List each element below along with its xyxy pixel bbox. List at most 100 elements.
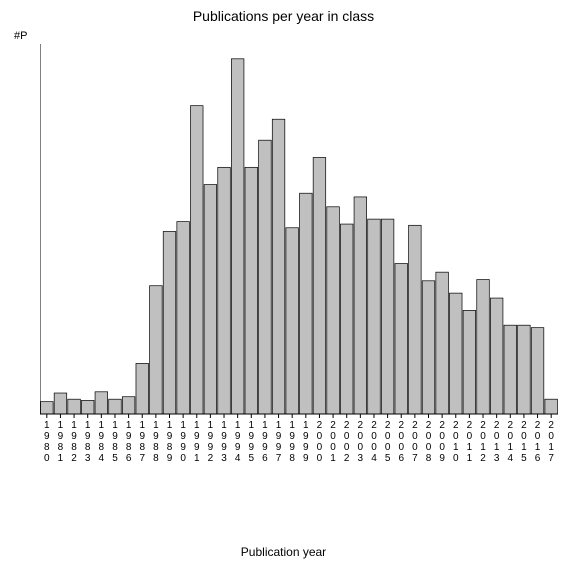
x-tick-label: 1 — [194, 420, 200, 431]
bar — [395, 264, 408, 414]
x-tick-label: 0 — [358, 431, 364, 442]
bar — [518, 325, 531, 414]
x-tick-label: 6 — [262, 453, 268, 464]
x-tick-label: 6 — [398, 453, 404, 464]
x-tick-label: 0 — [330, 431, 336, 442]
x-tick-label: 8 — [85, 442, 91, 453]
x-tick-label: 0 — [453, 431, 459, 442]
x-tick-label: 7 — [139, 453, 145, 464]
bar — [340, 224, 353, 414]
bar — [41, 402, 54, 414]
bar — [231, 59, 244, 414]
x-tick-label: 0 — [521, 431, 527, 442]
x-tick-label: 9 — [194, 431, 200, 442]
x-tick-label: 1 — [139, 420, 145, 431]
x-tick-label: 1 — [85, 420, 91, 431]
x-tick-label: 9 — [221, 442, 227, 453]
xticks-group: 1980198119821983198419851986198719881989… — [44, 414, 554, 464]
x-tick-label: 5 — [521, 453, 527, 464]
x-tick-label: 0 — [398, 442, 404, 453]
x-tick-label: 0 — [385, 431, 391, 442]
x-tick-label: 1 — [289, 420, 295, 431]
x-tick-label: 0 — [412, 431, 418, 442]
x-tick-label: 3 — [85, 453, 91, 464]
x-tick-label: 1 — [453, 442, 459, 453]
bar — [354, 197, 367, 414]
x-tick-label: 0 — [317, 431, 323, 442]
bar — [218, 167, 231, 414]
x-tick-label: 1 — [535, 442, 541, 453]
x-tick-label: 2 — [208, 453, 214, 464]
x-tick-label: 2 — [480, 420, 486, 431]
x-tick-label: 8 — [99, 442, 105, 453]
bar — [531, 328, 544, 414]
x-tick-label: 2 — [330, 420, 336, 431]
bar — [272, 119, 285, 414]
x-tick-label: 9 — [85, 431, 91, 442]
bar — [477, 280, 490, 414]
x-tick-label: 7 — [548, 453, 554, 464]
x-tick-label: 0 — [548, 431, 554, 442]
x-tick-label: 8 — [126, 442, 132, 453]
x-tick-label: 9 — [289, 442, 295, 453]
x-tick-label: 4 — [99, 453, 105, 464]
x-tick-label: 1 — [194, 453, 200, 464]
x-tick-label: 1 — [44, 420, 50, 431]
bar — [95, 392, 108, 414]
bar — [245, 167, 258, 414]
x-tick-label: 2 — [412, 420, 418, 431]
bar — [504, 325, 517, 414]
x-tick-label: 1 — [167, 420, 173, 431]
x-tick-label: 1 — [126, 420, 132, 431]
bar — [136, 363, 149, 414]
x-tick-label: 9 — [99, 431, 105, 442]
bars-group — [41, 59, 558, 414]
x-tick-label: 1 — [58, 420, 64, 431]
x-tick-label: 1 — [467, 453, 473, 464]
x-tick-label: 2 — [521, 420, 527, 431]
chart-title: Publications per year in class — [0, 8, 567, 24]
x-tick-label: 1 — [112, 420, 118, 431]
x-tick-label: 4 — [235, 453, 241, 464]
x-tick-label: 9 — [221, 431, 227, 442]
bar — [490, 298, 503, 414]
x-tick-label: 9 — [208, 442, 214, 453]
x-tick-label: 8 — [153, 442, 159, 453]
x-tick-label: 0 — [358, 442, 364, 453]
bar — [300, 193, 313, 414]
x-tick-label: 9 — [167, 431, 173, 442]
x-tick-label: 9 — [439, 453, 445, 464]
x-tick-label: 1 — [221, 420, 227, 431]
x-tick-label: 9 — [71, 431, 77, 442]
bar — [54, 393, 67, 414]
y-axis-label: #P — [14, 30, 27, 42]
x-tick-label: 8 — [139, 442, 145, 453]
x-tick-label: 2 — [548, 420, 554, 431]
plot-svg: 0100200300400500600700800900100011001200… — [40, 44, 560, 474]
bar — [422, 281, 435, 414]
x-tick-label: 8 — [289, 453, 295, 464]
x-tick-label: 5 — [385, 453, 391, 464]
x-tick-label: 9 — [167, 453, 173, 464]
x-tick-label: 1 — [249, 420, 255, 431]
x-tick-label: 1 — [303, 420, 309, 431]
x-tick-label: 9 — [235, 442, 241, 453]
x-tick-label: 9 — [249, 442, 255, 453]
bar — [286, 228, 299, 414]
x-tick-label: 2 — [535, 420, 541, 431]
bar — [449, 293, 462, 414]
x-tick-label: 2 — [358, 420, 364, 431]
bar — [204, 185, 217, 414]
x-tick-label: 1 — [330, 453, 336, 464]
bar — [313, 157, 326, 414]
x-tick-label: 1 — [262, 420, 268, 431]
x-tick-label: 2 — [317, 420, 323, 431]
x-tick-label: 1 — [480, 442, 486, 453]
x-tick-label: 2 — [494, 420, 500, 431]
x-tick-label: 8 — [167, 442, 173, 453]
x-tick-label: 1 — [99, 420, 105, 431]
x-tick-label: 9 — [289, 431, 295, 442]
x-tick-label: 0 — [508, 431, 514, 442]
x-tick-label: 0 — [371, 431, 377, 442]
bar — [150, 286, 163, 414]
